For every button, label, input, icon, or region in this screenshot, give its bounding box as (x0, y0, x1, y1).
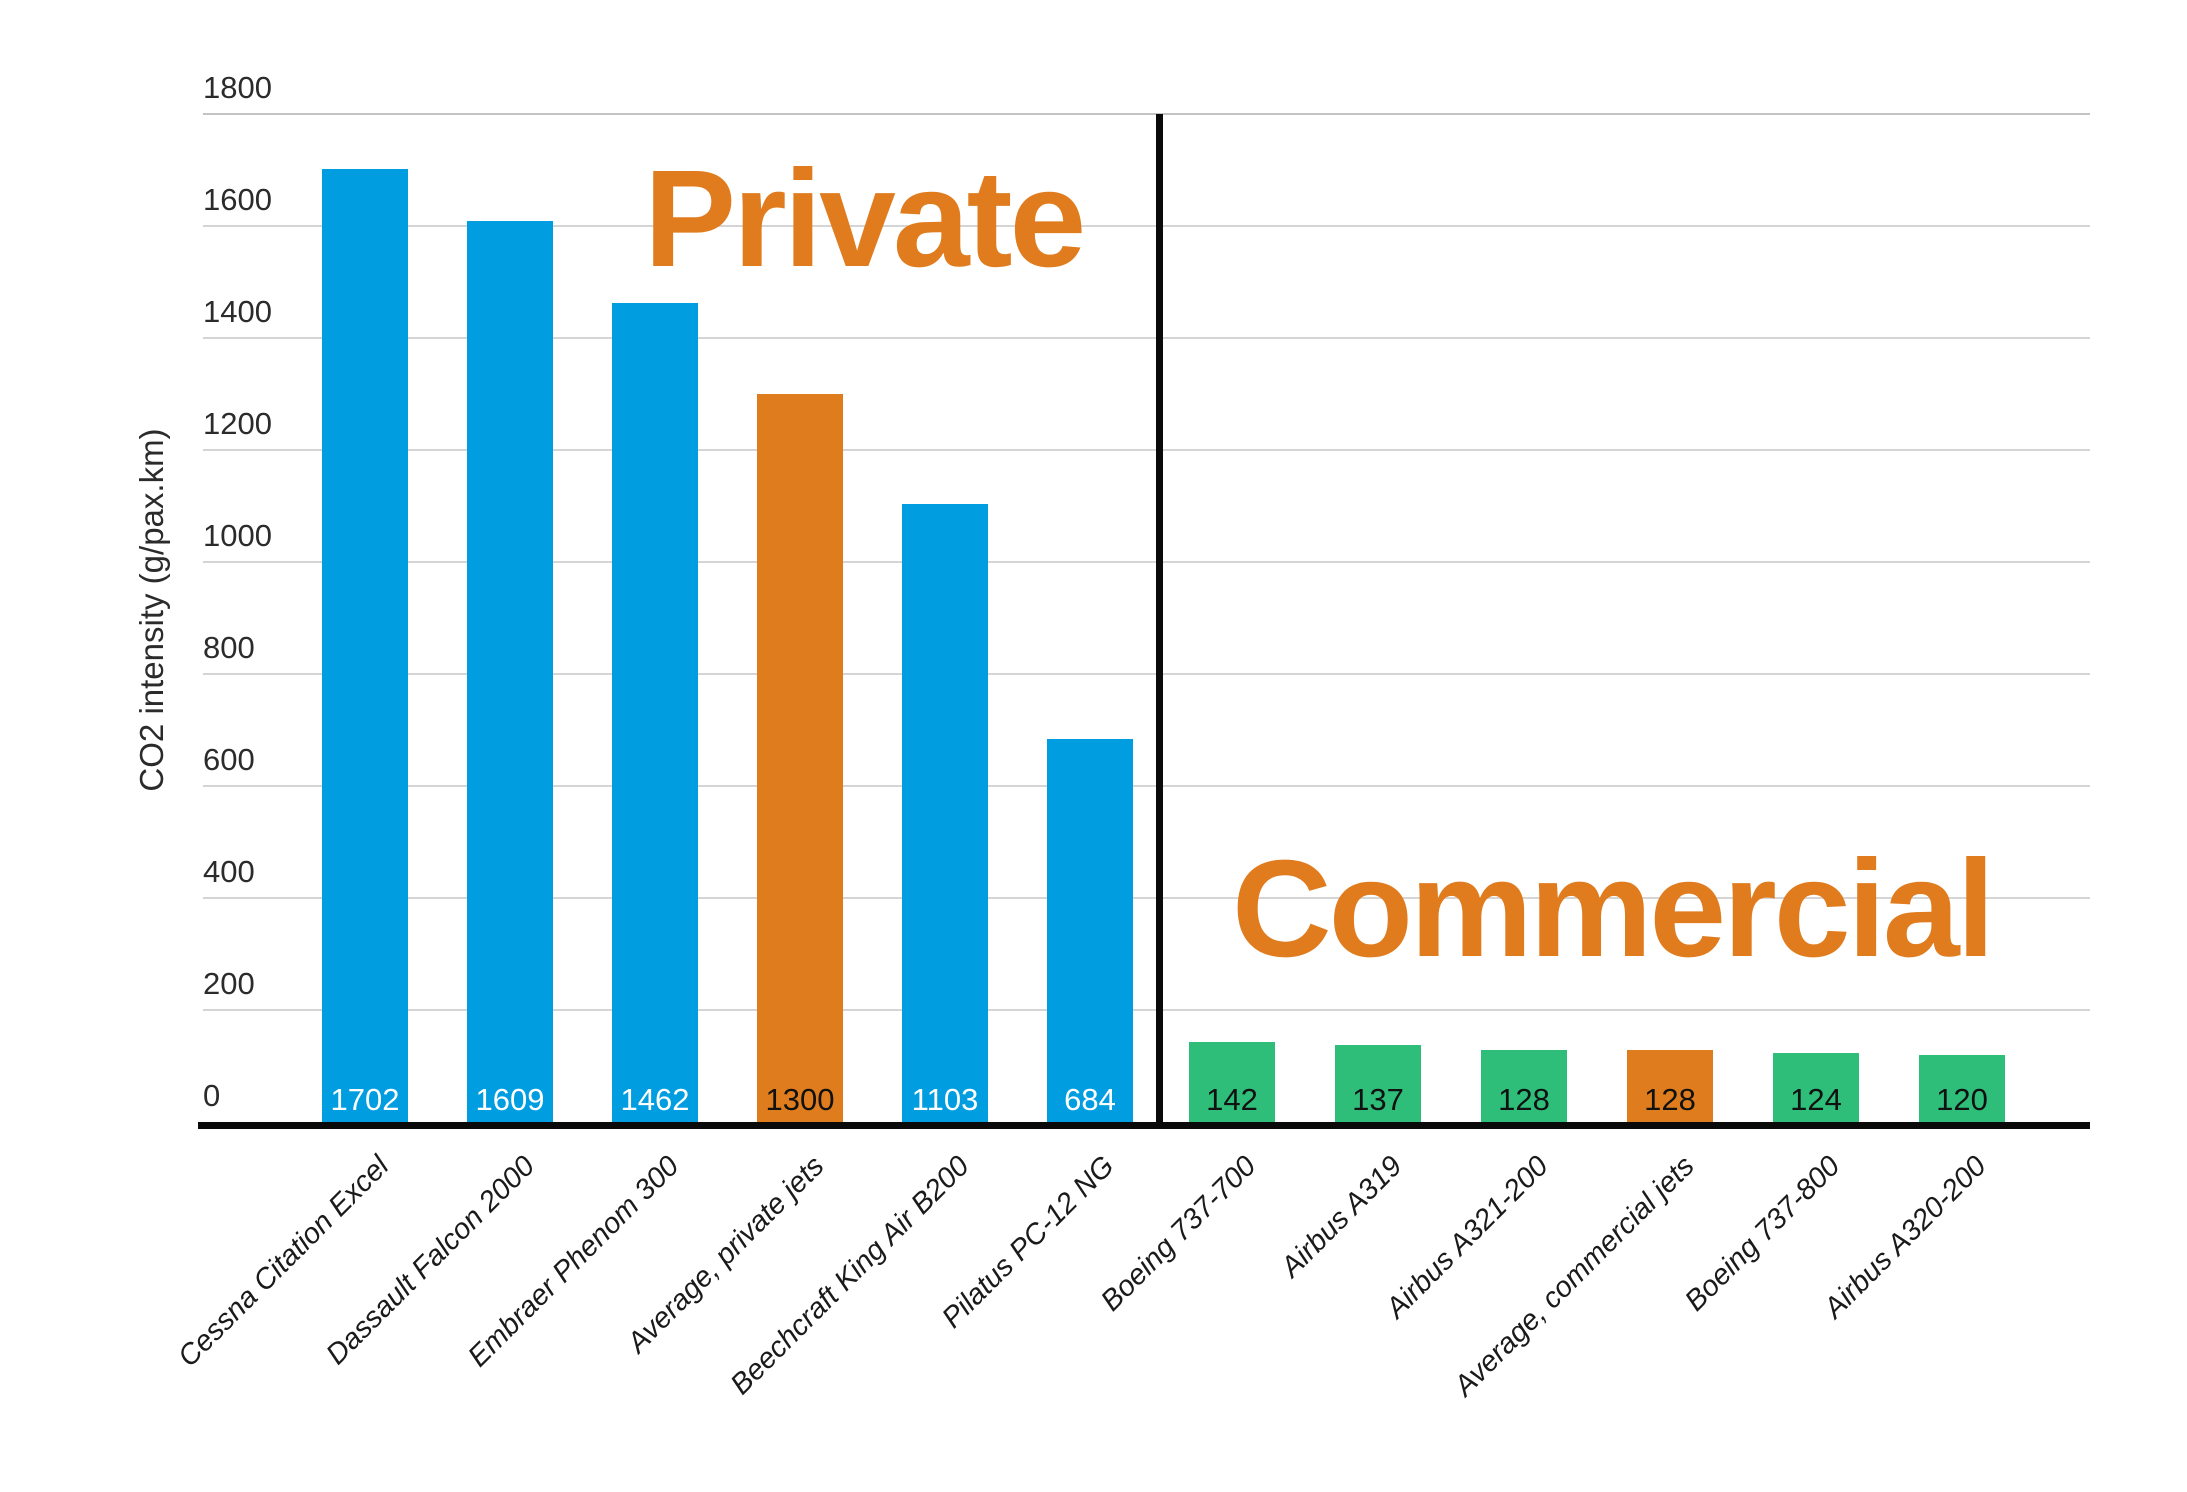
bar-value-label-boeing-737-700: 142 (1206, 1081, 1258, 1117)
x-axis-label-text: Average, commercial jets (1448, 1150, 1701, 1403)
gridline-1800 (203, 113, 2090, 115)
y-tick-label-1600: 1600 (203, 182, 272, 217)
bar-value-label-pilatus-pc-12-ng: 684 (1064, 1081, 1116, 1117)
y-tick-label-600: 600 (203, 742, 255, 777)
section-divider-line (1156, 114, 1163, 1129)
bar-pilatus-pc-12-ng: 684 (1047, 738, 1133, 1122)
bar-value-label-airbus-a319: 137 (1352, 1081, 1404, 1117)
bar-airbus-a320-200: 120 (1919, 1054, 2005, 1122)
gridline-400 (203, 897, 2090, 899)
x-axis-label-text: Boeing 737-800 (1679, 1150, 1847, 1318)
x-axis-label-text: Airbus A319 (1275, 1150, 1409, 1284)
bar-value-label-dassault-falcon-2000: 1609 (475, 1081, 545, 1117)
bar-value-label-boeing-737-800: 124 (1790, 1081, 1842, 1117)
bar-value-label-airbus-a321-200: 128 (1498, 1081, 1550, 1117)
bar-airbus-a321-200: 128 (1481, 1050, 1567, 1122)
gridline-800 (203, 673, 2090, 675)
bar-value-label-average-private-jets: 1300 (765, 1082, 835, 1117)
bar-beechcraft-king-air-b200: 1103 (902, 504, 988, 1122)
gridline-1600 (203, 225, 2090, 227)
bar-cessna-citation-excel: 1702 (322, 168, 408, 1122)
bar-value-label-average-commercial-jets: 128 (1644, 1081, 1696, 1117)
y-tick-label-0: 0 (203, 1078, 221, 1113)
x-axis-label-text: Beechcraft King Air B200 (724, 1150, 976, 1401)
gridline-200 (203, 1009, 2090, 1011)
y-tick-label-800: 800 (203, 630, 255, 665)
x-axis-line (198, 1122, 2090, 1129)
bar-embraer-phenom-300: 1462 (612, 303, 698, 1122)
y-tick-label-1400: 1400 (203, 294, 272, 329)
gridline-1200 (203, 449, 2090, 451)
gridline-1000 (203, 561, 2090, 563)
bar-value-label-beechcraft-king-air-b200: 1103 (911, 1081, 979, 1117)
y-tick-label-200: 200 (203, 966, 255, 1001)
y-tick-label-1200: 1200 (203, 406, 272, 441)
section-label-private: Private (644, 142, 1086, 296)
bar-average-commercial-jets: 128 (1627, 1050, 1713, 1122)
bar-airbus-a319: 137 (1335, 1045, 1421, 1122)
x-axis-label-text: Airbus A320-200 (1818, 1150, 1993, 1325)
bar-value-label-airbus-a320-200: 120 (1936, 1081, 1988, 1117)
x-axis-label-text: Boeing 737-700 (1095, 1150, 1263, 1318)
gridline-1400 (203, 337, 2090, 339)
section-label-commercial: Commercial (1232, 832, 1995, 986)
bar-average-private-jets: 1300 (757, 394, 843, 1122)
gridline-600 (203, 785, 2090, 787)
y-tick-label-1800: 1800 (203, 70, 272, 105)
bar-value-label-cessna-citation-excel: 1702 (330, 1081, 400, 1117)
bar-value-label-embraer-phenom-300: 1462 (620, 1081, 690, 1117)
y-axis-title: CO2 intensity (g/pax.km) (133, 428, 170, 792)
y-tick-label-1000: 1000 (203, 518, 272, 553)
y-tick-label-400: 400 (203, 854, 255, 889)
bar-dassault-falcon-2000: 1609 (467, 220, 553, 1122)
bar-boeing-737-700: 142 (1189, 1042, 1275, 1122)
bar-boeing-737-800: 124 (1773, 1052, 1859, 1122)
